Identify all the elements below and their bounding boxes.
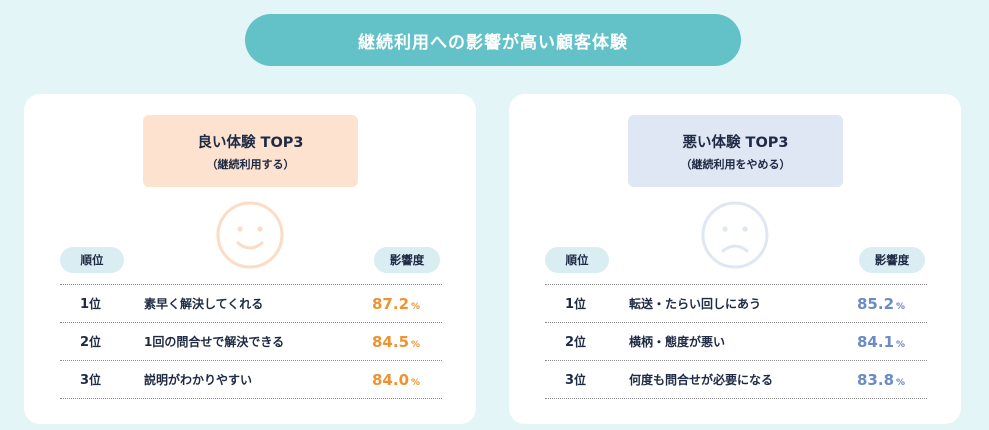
rank-header: 順位 xyxy=(545,247,609,273)
bad-ranking-list: 1位 転送・たらい回しにあう 85.2% 2位 横柄・態度が悪い 84.1% 3… xyxy=(545,284,927,399)
rank-number: 2位 xyxy=(565,335,587,350)
list-item: 2位 横柄・態度が悪い 84.1% xyxy=(545,323,927,361)
good-experience-card: 良い体験 TOP3 （継続利用する） 順位 影響度 1位 素早く解決してくれる … xyxy=(24,94,476,424)
list-item: 1位 素早く解決してくれる 87.2% xyxy=(60,285,442,323)
impact-value: 84.1% xyxy=(857,332,906,351)
bad-subtitle: （継続利用をやめる） xyxy=(680,157,791,171)
rank-number: 1位 xyxy=(565,297,587,312)
list-item: 1位 転送・たらい回しにあう 85.2% xyxy=(545,285,927,323)
smile-face-icon xyxy=(216,201,284,269)
impact-value: 87.2% xyxy=(372,294,421,313)
experience-label: 1回の問合せで解決できる xyxy=(144,335,285,349)
impact-value: 83.8% xyxy=(857,370,906,389)
rank-number: 1位 xyxy=(80,297,102,312)
experience-label: 転送・たらい回しにあう xyxy=(629,297,762,311)
list-item: 2位 1回の問合せで解決できる 84.5% xyxy=(60,323,442,361)
list-item: 3位 何度も問合せが必要になる 83.8% xyxy=(545,361,927,399)
impact-value: 85.2% xyxy=(857,294,906,313)
rank-number: 2位 xyxy=(80,335,102,350)
good-title: 良い体験 TOP3 xyxy=(197,134,304,151)
good-title-box: 良い体験 TOP3 （継続利用する） xyxy=(143,115,358,187)
good-subtitle: （継続利用する） xyxy=(206,157,295,171)
page-title-banner: 継続利用への影響が高い顧客体験 xyxy=(245,14,741,66)
good-ranking-list: 1位 素早く解決してくれる 87.2% 2位 1回の問合せで解決できる 84.5… xyxy=(60,284,442,399)
experience-label: 何度も問合せが必要になる xyxy=(629,373,774,387)
rank-header: 順位 xyxy=(60,247,124,273)
impact-value: 84.0% xyxy=(372,370,421,389)
impact-header: 影響度 xyxy=(374,247,440,273)
frown-face-icon xyxy=(701,201,769,269)
impact-value: 84.5% xyxy=(372,332,421,351)
bad-experience-card: 悪い体験 TOP3 （継続利用をやめる） 順位 影響度 1位 転送・たらい回しに… xyxy=(509,94,961,424)
bad-title-box: 悪い体験 TOP3 （継続利用をやめる） xyxy=(628,115,843,187)
bad-title: 悪い体験 TOP3 xyxy=(682,134,789,151)
rank-number: 3位 xyxy=(80,373,102,388)
impact-header: 影響度 xyxy=(859,247,925,273)
list-item: 3位 説明がわかりやすい 84.0% xyxy=(60,361,442,399)
experience-label: 横柄・態度が悪い xyxy=(629,335,726,349)
experience-label: 素早く解決してくれる xyxy=(144,297,264,311)
experience-label: 説明がわかりやすい xyxy=(144,373,253,387)
rank-number: 3位 xyxy=(565,373,587,388)
